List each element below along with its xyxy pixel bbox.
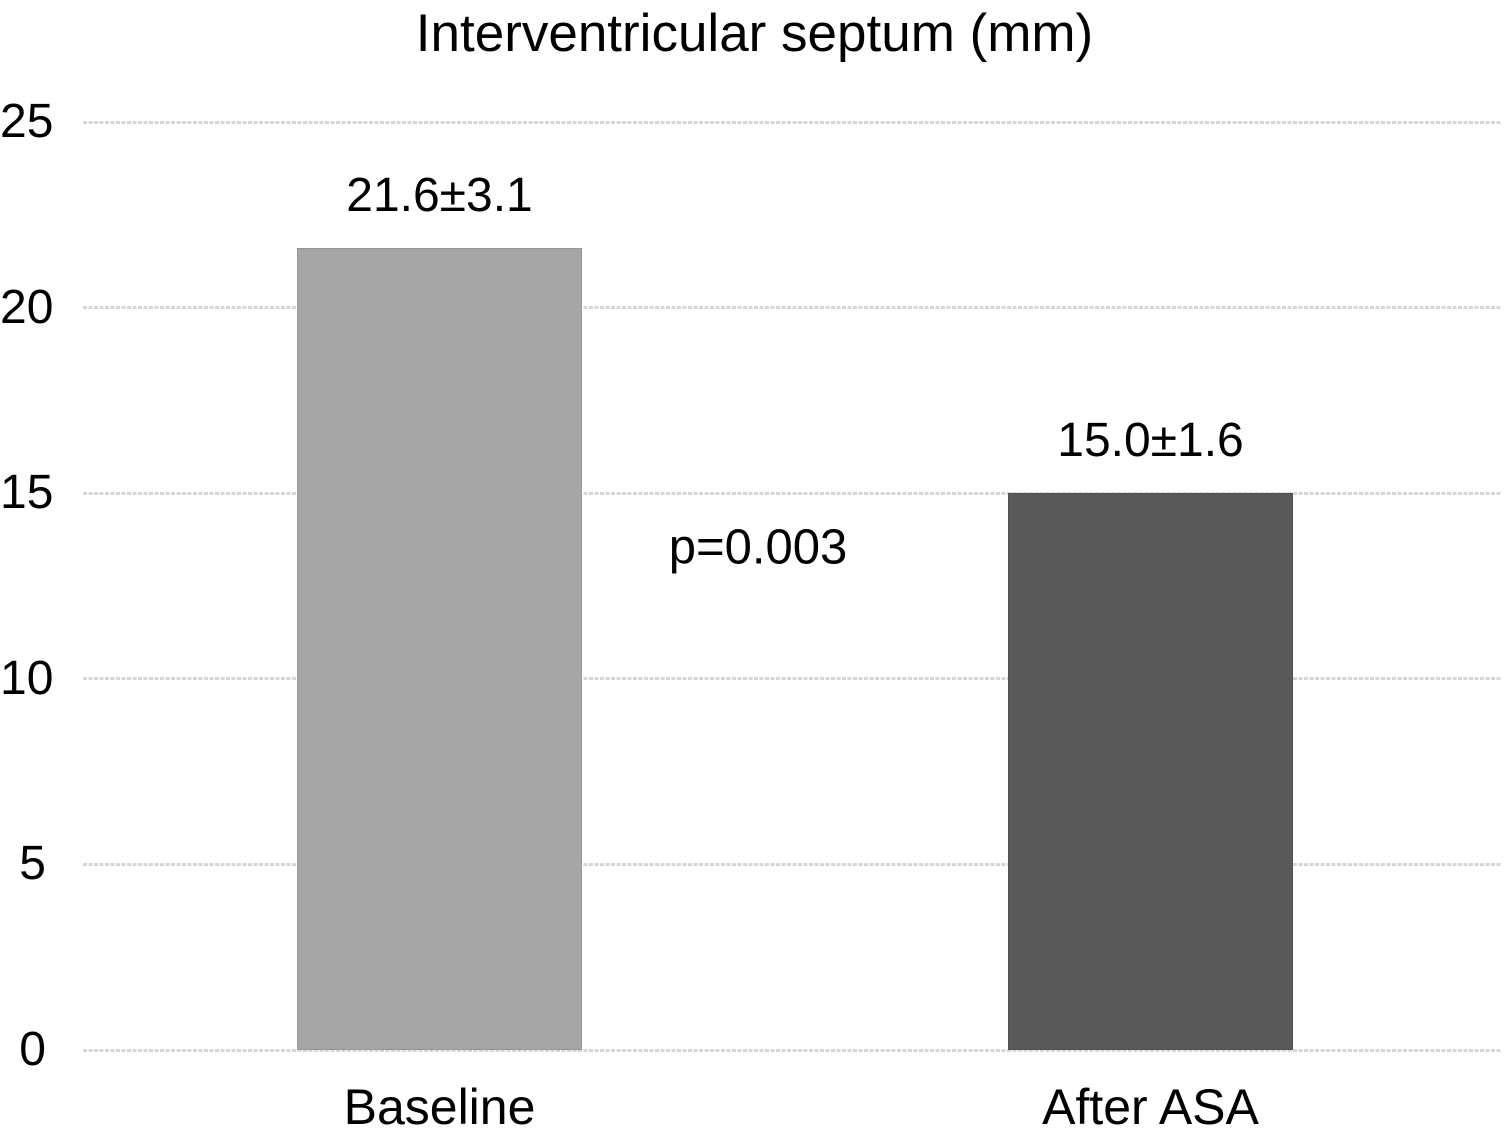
gridline <box>83 120 1502 124</box>
bar-value-label: 15.0±1.6 <box>1057 414 1244 468</box>
x-axis-category-label: After ASA <box>1042 1079 1259 1135</box>
x-axis-category-label: Baseline <box>343 1079 536 1135</box>
y-axis-tick-label: 20 <box>0 280 54 334</box>
chart-title: Interventricular septum (mm) <box>415 4 1094 63</box>
bar-value-label: 21.6±3.1 <box>346 169 533 223</box>
bar-after-asa <box>1008 493 1293 1050</box>
gridline <box>83 306 1502 310</box>
p-value-annotation: p=0.003 <box>668 520 848 575</box>
bar-baseline <box>297 248 582 1050</box>
y-axis-tick-label: 25 <box>0 95 54 148</box>
gridline <box>83 1048 1502 1052</box>
y-axis-tick-label: 10 <box>0 651 54 705</box>
y-axis-tick-label: 0 <box>19 1023 46 1076</box>
y-axis-tick-label: 15 <box>0 466 54 520</box>
y-axis-tick-label: 5 <box>19 837 46 891</box>
gridline <box>83 491 1502 495</box>
gridline <box>83 862 1502 866</box>
gridline <box>83 677 1502 681</box>
